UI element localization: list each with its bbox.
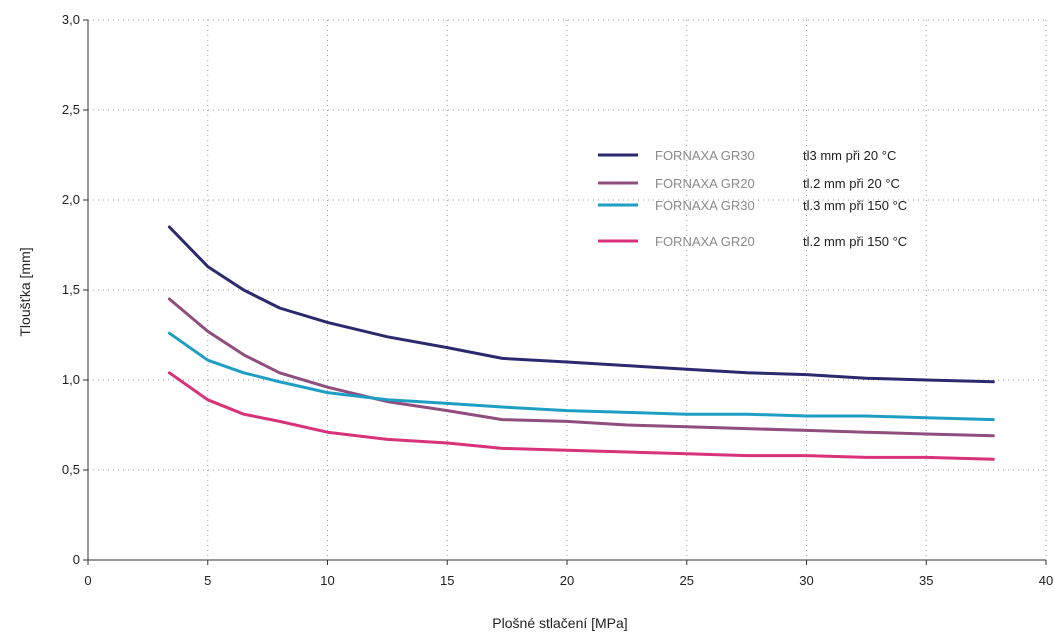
series-line-4 bbox=[167, 371, 995, 461]
series-lines bbox=[167, 225, 995, 461]
y-tick-label: 0 bbox=[73, 552, 80, 567]
legend-series-name: FORNAXA GR20 bbox=[655, 234, 755, 249]
x-tick-label: 15 bbox=[440, 573, 454, 588]
legend-series-name: FORNAXA GR30 bbox=[655, 198, 755, 213]
legend-series-name: FORNAXA GR30 bbox=[655, 148, 755, 163]
axes bbox=[83, 19, 1047, 565]
tick-labels: 0 5 10 15 20 25 30 35 40 0 0,5 1,0 1,5 2,0 2,5 3,0 bbox=[62, 12, 1053, 588]
legend: FORNAXA GR30 tl3 mm při 20 °C FORNAXA GR20… bbox=[598, 148, 907, 249]
series-line-1 bbox=[167, 225, 995, 384]
y-axis-label: Tloušťka [mm] bbox=[17, 247, 33, 336]
x-tick-label: 35 bbox=[919, 573, 933, 588]
x-tick-label: 10 bbox=[320, 573, 334, 588]
x-tick-label: 5 bbox=[204, 573, 211, 588]
legend-series-desc: tl.2 mm při 150 °C bbox=[803, 234, 907, 249]
x-tick-label: 25 bbox=[680, 573, 694, 588]
y-tick-label: 2,5 bbox=[62, 102, 80, 117]
x-tick-label: 0 bbox=[84, 573, 91, 588]
legend-series-desc: tl3 mm při 20 °C bbox=[803, 148, 896, 163]
x-tick-label: 20 bbox=[560, 573, 574, 588]
legend-series-desc: tl.3 mm při 150 °C bbox=[803, 198, 907, 213]
series-line-2 bbox=[167, 297, 995, 438]
legend-series-desc: tl.2 mm při 20 °C bbox=[803, 176, 900, 191]
grid-lines bbox=[88, 19, 1047, 560]
y-tick-label: 3,0 bbox=[62, 12, 80, 27]
y-tick-label: 1,5 bbox=[62, 282, 80, 297]
x-tick-label: 30 bbox=[799, 573, 813, 588]
x-axis-label: Plošné stlačení [MPa] bbox=[492, 615, 627, 631]
y-tick-label: 0,5 bbox=[62, 462, 80, 477]
y-tick-label: 1,0 bbox=[62, 372, 80, 387]
y-tick-label: 2,0 bbox=[62, 192, 80, 207]
legend-series-name: FORNAXA GR20 bbox=[655, 176, 755, 191]
x-tick-label: 40 bbox=[1039, 573, 1053, 588]
series-line-3 bbox=[167, 331, 995, 422]
